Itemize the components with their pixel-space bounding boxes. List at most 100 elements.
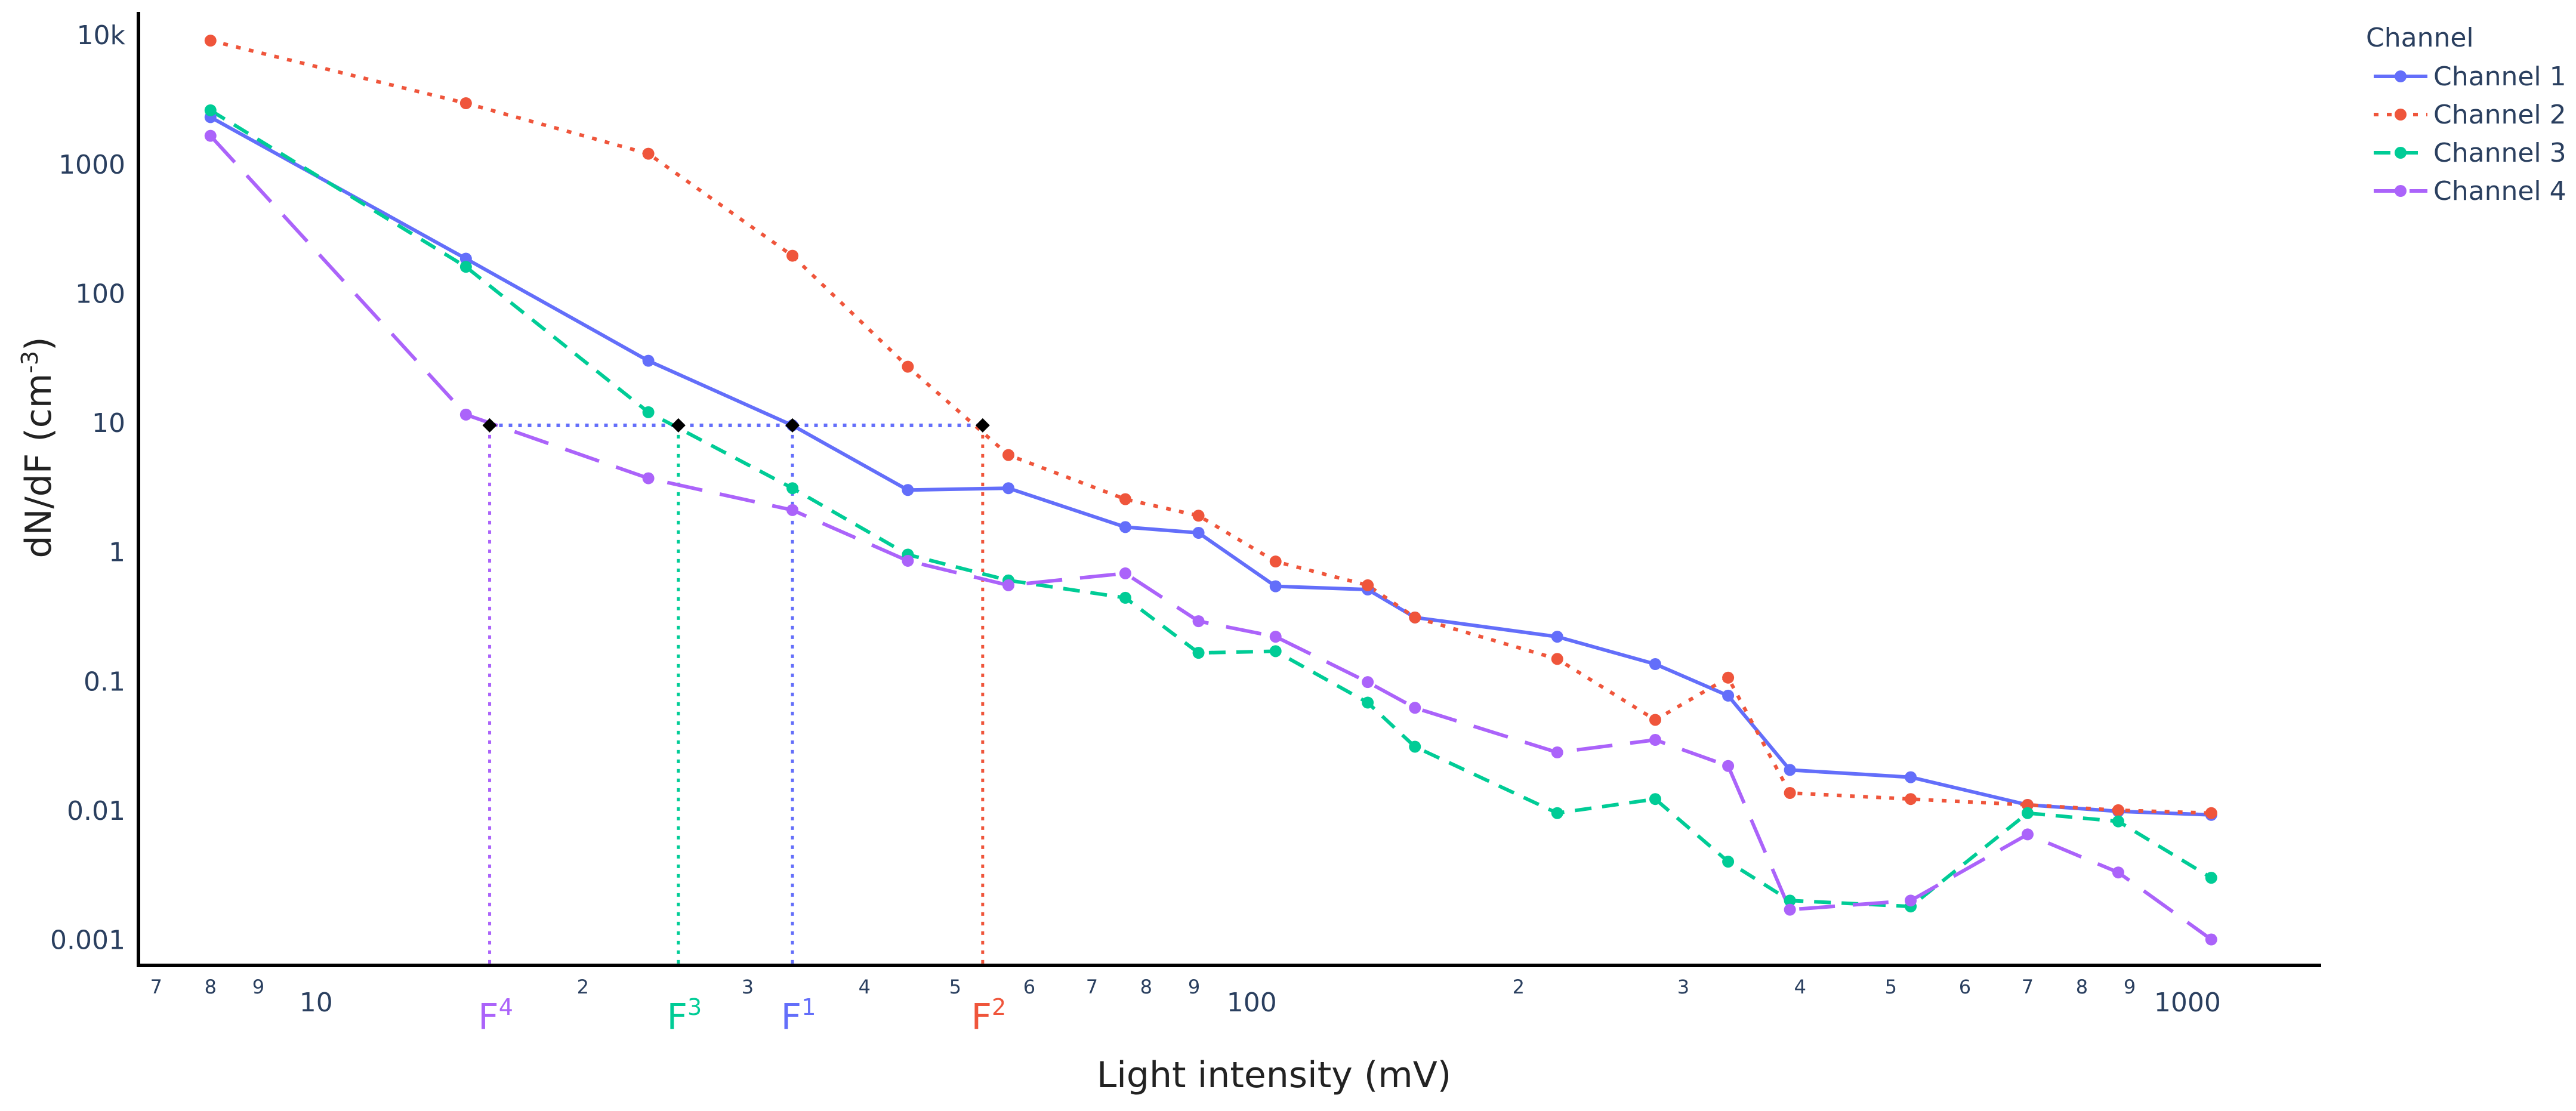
data-point [1551, 746, 1563, 759]
y-tick-label: 10k [77, 20, 126, 51]
x-tick-label-minor: 5 [1885, 976, 1897, 998]
data-point [2112, 815, 2124, 828]
data-point [2112, 804, 2124, 816]
data-point [1649, 658, 1661, 671]
data-point [1784, 764, 1796, 776]
series-markers [204, 35, 2217, 946]
data-point [642, 147, 655, 160]
x-tick-label-minor: 3 [1677, 976, 1689, 998]
x-tick-label-major: 1000 [2154, 987, 2221, 1018]
threshold-marker [482, 418, 497, 433]
data-point [1119, 591, 1131, 604]
data-point [786, 482, 799, 495]
threshold-label: F4 [478, 994, 513, 1038]
legend-marker [2395, 70, 2407, 82]
x-tick-label-major: 100 [1227, 987, 1277, 1018]
data-point [1551, 631, 1563, 643]
x-tick-label-minor: 2 [1513, 976, 1525, 998]
legend-marker [2395, 109, 2407, 121]
data-point [1409, 702, 1421, 714]
x-tick-label-minor: 8 [1140, 976, 1152, 998]
y-tick-label: 1 [109, 538, 125, 568]
x-tick-label-minor: 7 [2022, 976, 2034, 998]
data-point [1722, 856, 1735, 868]
data-point [204, 35, 217, 47]
data-point [902, 484, 914, 496]
x-tick-label-minor: 7 [1086, 976, 1098, 998]
threshold-lines [488, 423, 985, 965]
threshold-marker [785, 418, 800, 433]
data-point [1002, 449, 1014, 461]
data-point [642, 354, 655, 367]
data-point [2112, 866, 2124, 879]
data-point [2205, 933, 2217, 946]
x-tick-label-minor: 9 [1188, 976, 1200, 998]
y-tick-label: 10 [92, 408, 125, 439]
data-point [902, 554, 914, 567]
data-point [459, 408, 472, 421]
legend-label: Channel 4 [2433, 176, 2566, 206]
y-axis-title-sup: -3 [17, 351, 43, 374]
y-tick-label: 0.001 [50, 925, 125, 956]
data-point [1362, 696, 1374, 709]
threshold-label-sup: 2 [992, 994, 1006, 1020]
x-tick-label-minor: 8 [2076, 976, 2088, 998]
x-tick-label-minor: 7 [150, 976, 162, 998]
x-tick-label-minor: 3 [742, 976, 754, 998]
legend-label: Channel 1 [2433, 61, 2566, 92]
legend-item: Channel 1 [2374, 61, 2566, 92]
x-tick-label-minor: 9 [252, 976, 264, 998]
data-point [902, 360, 914, 373]
x-tick-label-minor: 2 [577, 976, 589, 998]
data-point [786, 249, 799, 262]
threshold-label: F2 [971, 994, 1006, 1038]
x-tick-label-minor: 4 [859, 976, 871, 998]
data-point [1649, 714, 1661, 726]
data-point [642, 472, 655, 484]
data-point [459, 97, 472, 109]
x-tick-label-minor: 4 [1794, 976, 1806, 998]
legend-marker [2395, 147, 2407, 159]
data-point [1649, 734, 1661, 746]
data-point [1784, 894, 1796, 907]
data-point [1119, 567, 1131, 579]
series-line [209, 134, 2213, 941]
data-point [1119, 521, 1131, 533]
data-point [1905, 894, 1917, 907]
data-point [1192, 615, 1205, 628]
data-point [1269, 645, 1282, 658]
data-point [1784, 786, 1796, 799]
data-point [1192, 510, 1205, 522]
x-axis-title: Light intensity (mV) [1097, 1054, 1451, 1096]
threshold-marker [975, 418, 990, 433]
data-point [1002, 579, 1014, 591]
data-point [1784, 903, 1796, 916]
y-tick-label: 0.01 [67, 796, 125, 826]
x-tick-label-minor: 9 [2124, 976, 2136, 998]
tick-labels: 10k 1000 100 10 1 0.1 0.01 0.001 10 100 1000 7 8 9 2 3 4… [50, 20, 2221, 1018]
threshold-label-letter: F [478, 996, 499, 1038]
series-line [209, 115, 2211, 817]
y-axis-title: dN/dF (cm-3) [17, 337, 60, 558]
legend-items: Channel 1 Channel 2 Channel 3 Channel 4 [2374, 61, 2566, 206]
data-point [1905, 793, 1917, 806]
data-point [2205, 872, 2217, 884]
legend-item: Channel 3 [2374, 138, 2566, 168]
threshold-marker [671, 418, 686, 433]
threshold-label: F1 [781, 994, 816, 1038]
data-point [1002, 482, 1014, 495]
y-axis-title-close: ) [18, 337, 60, 350]
data-point [1269, 580, 1282, 592]
threshold-label-sup: 4 [499, 994, 513, 1020]
data-point [459, 261, 472, 273]
data-point [1409, 611, 1421, 624]
data-point [1722, 760, 1735, 772]
threshold-label-letter: F [781, 996, 802, 1038]
data-point [642, 406, 655, 418]
legend-label: Channel 3 [2433, 138, 2566, 168]
data-point [1119, 493, 1131, 505]
x-tick-label-minor: 5 [949, 976, 961, 998]
data-point [1722, 671, 1735, 684]
